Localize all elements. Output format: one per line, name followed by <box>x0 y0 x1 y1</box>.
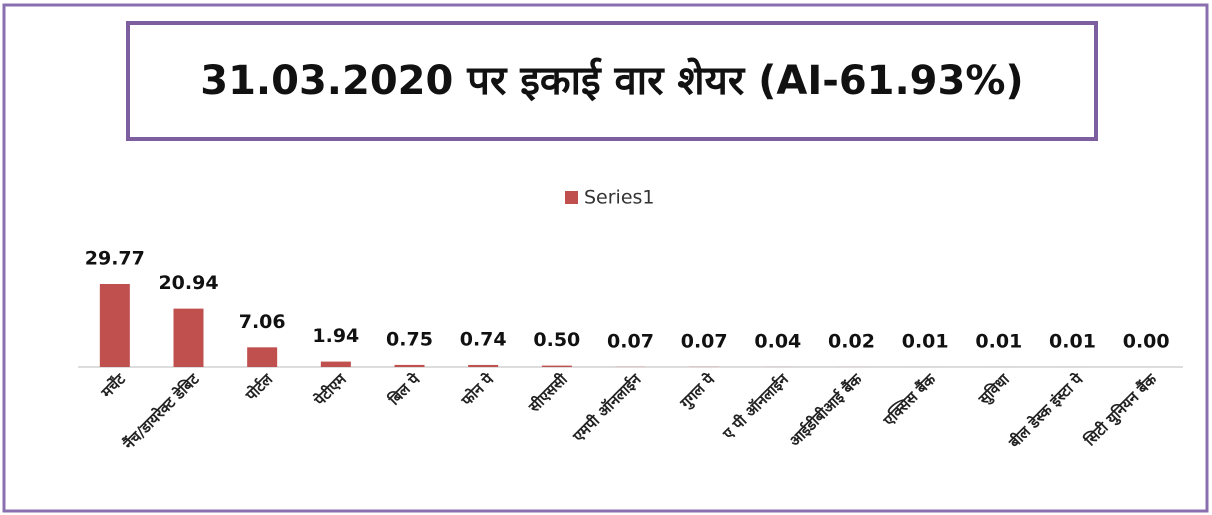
bar <box>173 308 204 367</box>
x-tick-label: सिटी युनियन बैंक <box>1080 369 1162 451</box>
legend-swatch <box>565 191 578 204</box>
legend-label: Series1 <box>584 187 655 209</box>
data-label: 0.07 <box>681 330 728 352</box>
x-tick-label: एक्सिस बैंक <box>879 369 940 430</box>
data-label: 0.01 <box>1049 330 1096 352</box>
data-label: 7.06 <box>239 311 286 333</box>
data-label: 0.01 <box>902 330 949 352</box>
data-label: 0.02 <box>828 330 875 352</box>
x-tick-label: पेटीएम <box>310 370 350 410</box>
bar <box>247 347 278 367</box>
x-tick-label: एमपी ऑनलाईन <box>569 370 645 446</box>
frame <box>2 3 1209 513</box>
x-tick-label: मर्चेंट <box>97 369 130 402</box>
data-label: 20.94 <box>158 272 218 294</box>
data-label: 0.74 <box>460 328 507 350</box>
data-label: 0.01 <box>975 330 1022 352</box>
x-tick-label: बिल पे <box>384 369 424 409</box>
x-tick-label: सुविधा <box>974 370 1014 410</box>
x-tick-label: बील डेस्क इंस्टा पे <box>1005 369 1088 452</box>
x-tick-label: फोन पे <box>457 369 498 410</box>
x-tick-label: ए पी ऑनलाईन <box>719 370 793 444</box>
title-box <box>126 21 1098 141</box>
bar <box>99 284 130 367</box>
chart-title: 31.03.2020 पर इकाई वार शेयर (AI-61.93%) <box>200 57 1023 104</box>
data-label: 0.00 <box>1123 331 1170 353</box>
data-label: 0.04 <box>754 330 801 352</box>
data-label: 0.75 <box>386 328 433 350</box>
bar <box>541 365 572 367</box>
bar <box>468 364 499 367</box>
data-label: 1.94 <box>312 325 359 347</box>
bar <box>320 361 351 367</box>
x-tick-label: सीएससी <box>525 370 572 417</box>
data-label: 29.77 <box>85 248 145 270</box>
bar <box>394 364 425 367</box>
x-tick-label: गुगल पे <box>676 369 720 413</box>
x-tick-label: आईडीबीआई बैंक <box>786 369 867 450</box>
data-label: 0.07 <box>607 330 654 352</box>
x-tick-label: पोर्टल <box>241 370 276 405</box>
data-label: 0.50 <box>533 329 580 351</box>
x-tick-label: नैंच/डायरेक्ट डेबिट <box>119 369 204 454</box>
